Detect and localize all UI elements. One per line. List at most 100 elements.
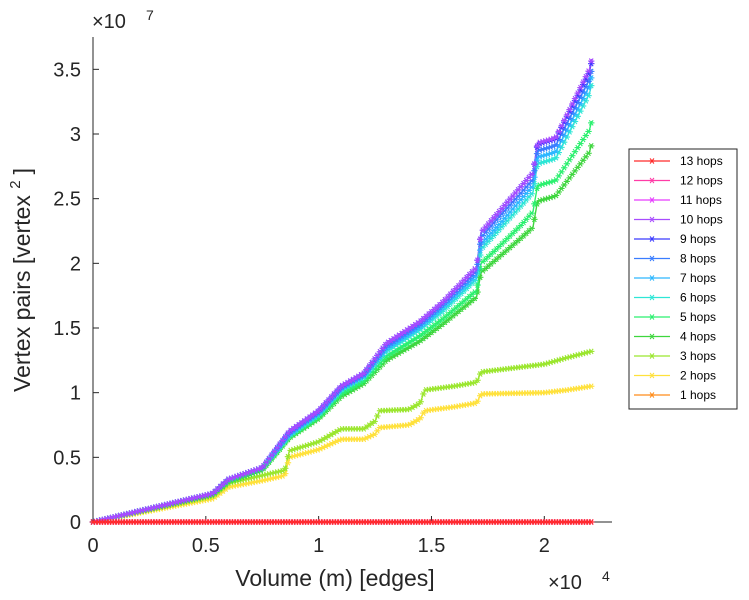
x-tick-label: 0 (87, 535, 98, 557)
point-4-hops (585, 150, 592, 157)
point-4-hops (506, 244, 514, 251)
point-5-hops (566, 156, 573, 163)
legend-label: 10 hops (680, 213, 723, 227)
point-3-hops (279, 467, 286, 474)
axes-box (92, 37, 612, 523)
legend-label: 9 hops (680, 232, 716, 246)
legend-label: 5 hops (680, 310, 716, 324)
point-2-hops (588, 383, 595, 390)
series-markers-3-hops (89, 348, 595, 525)
y-exponent-base: ×10 (92, 11, 126, 33)
point-4-hops (531, 216, 538, 223)
axis-ticks: 0 0.5 1 1.5 2 0 0.5 1 1.5 2 2.5 3 3.5 (53, 59, 550, 557)
y-axis-title-text: Vertex pairs [vertex 2] (7, 168, 35, 392)
y-tick-label: 1.5 (53, 318, 81, 340)
point-3-hops (414, 401, 422, 408)
point-4-hops (520, 232, 527, 239)
series-markers-8-hops (89, 68, 595, 525)
legend-label: 8 hops (680, 252, 716, 266)
point-4-hops (487, 260, 495, 267)
point-4-hops (512, 240, 519, 246)
point-4-hops (504, 246, 511, 253)
point-5-hops (569, 152, 576, 159)
y-tick-label: 0.5 (53, 447, 81, 469)
point-5-hops (579, 136, 587, 143)
series-markers-4-hops (89, 143, 595, 525)
x-tick-label: 1.5 (418, 535, 446, 557)
y-axis-title: Vertex pairs [vertex 2] (7, 168, 35, 392)
point-3-hops (417, 398, 424, 405)
y-tick-label: 2 (70, 253, 81, 275)
point-4-hops (482, 265, 489, 272)
point-3-hops (284, 453, 292, 460)
series-lines (92, 58, 593, 523)
point-4-hops (514, 237, 522, 244)
series-line-10-hops (92, 58, 593, 523)
y-tick-label: 3 (70, 124, 81, 146)
point-3-hops (371, 418, 378, 425)
point-5-hops (563, 160, 571, 167)
series-markers-10-hops (89, 58, 595, 525)
point-4-hops (493, 256, 500, 263)
series-line-7-hops (92, 75, 593, 523)
x-exponent: ×10 4 (548, 568, 610, 594)
series-markers-13-hops (89, 519, 595, 525)
x-exponent-power: 4 (602, 568, 610, 584)
point-2-hops (420, 410, 427, 416)
point-2-hops (417, 414, 424, 421)
y-tick-label: 3.5 (53, 59, 81, 81)
point-3-hops (374, 413, 381, 419)
legend-label: 6 hops (680, 291, 716, 305)
series-line-3-hops (92, 350, 592, 523)
y-exponent-power: 7 (146, 7, 154, 23)
x-axis-title: Volume (m) [edges] (235, 565, 434, 591)
legend-label: 4 hops (680, 330, 716, 344)
legend-label: 1 hops (680, 388, 716, 402)
point-4-hops (525, 227, 533, 234)
legend-label: 13 hops (680, 154, 723, 168)
y-exponent: ×10 7 (92, 7, 154, 33)
series-line-9-hops (92, 61, 593, 523)
point-5-hops (555, 172, 562, 179)
point-3-hops (477, 371, 484, 377)
legend-label: 12 hops (680, 174, 723, 188)
point-5-hops (560, 164, 568, 171)
point-3-hops (471, 379, 479, 386)
series-markers-7-hops (89, 74, 595, 525)
series-markers-5-hops (89, 119, 595, 525)
y-tick-label: 1 (70, 383, 81, 405)
point-2-hops (279, 473, 286, 479)
legend-label: 2 hops (680, 369, 716, 383)
legend-label: 3 hops (680, 349, 716, 363)
point-5-hops (558, 168, 565, 175)
point-4-hops (523, 230, 530, 237)
y-tick-label: 2.5 (53, 189, 81, 211)
y-axis-title-close: ] (9, 168, 35, 174)
legend: 13 hops 12 hops 11 hops 10 hops 9 hops 8 hops… (628, 148, 738, 410)
series-markers (89, 58, 595, 525)
x-tick-label: 2 (539, 535, 550, 557)
point-5-hops (582, 132, 590, 139)
point-5-hops (574, 144, 581, 151)
series-line-8-hops (92, 69, 593, 523)
x-tick-label: 0.5 (192, 535, 220, 557)
point-3-hops (474, 377, 481, 384)
point-2-hops (284, 459, 292, 466)
series-markers-6-hops (89, 82, 595, 525)
point-4-hops (490, 258, 497, 265)
point-3-hops (282, 465, 289, 472)
point-13-hops (588, 519, 595, 525)
y-axis-title-main: Vertex pairs [vertex (9, 189, 35, 392)
point-2-hops (474, 398, 481, 405)
series-line-2-hops (92, 385, 592, 523)
point-5-hops (577, 140, 584, 147)
point-4-hops (517, 235, 525, 242)
point-4-hops (485, 263, 492, 270)
legend-label: 7 hops (680, 271, 716, 285)
point-4-hops (509, 242, 516, 249)
y-axis-title-superscript: 2 (7, 180, 24, 188)
x-tick-label: 1 (313, 535, 324, 557)
y-tick-label: 0 (70, 512, 81, 534)
legend-label: 11 hops (680, 193, 722, 207)
